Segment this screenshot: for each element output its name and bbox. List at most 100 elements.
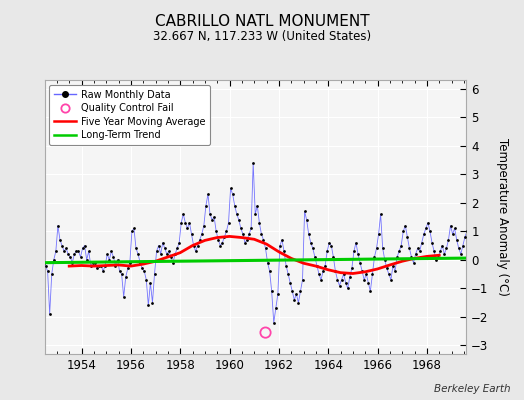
Point — [144, 302, 152, 309]
Point — [401, 222, 409, 229]
Point — [335, 282, 344, 289]
Point — [323, 248, 331, 254]
Point — [385, 271, 393, 277]
Point — [228, 191, 237, 197]
Point — [255, 220, 264, 226]
Point — [212, 228, 221, 234]
Point — [103, 251, 112, 257]
Point — [89, 260, 97, 266]
Point — [162, 251, 171, 257]
Point — [134, 251, 143, 257]
Point — [266, 268, 274, 274]
Point — [60, 248, 68, 254]
Point — [463, 228, 471, 234]
Point — [424, 220, 432, 226]
Point — [202, 202, 210, 209]
Point — [422, 225, 430, 232]
Point — [352, 240, 360, 246]
Point — [233, 211, 241, 217]
Text: Berkeley Earth: Berkeley Earth — [434, 384, 511, 394]
Point — [105, 257, 114, 263]
Point — [331, 268, 340, 274]
Point — [169, 260, 177, 266]
Point — [177, 220, 185, 226]
Point — [222, 228, 231, 234]
Point — [206, 211, 214, 217]
Point — [31, 240, 39, 246]
Point — [185, 220, 194, 226]
Point — [204, 191, 212, 197]
Point — [271, 305, 280, 312]
Point — [269, 320, 278, 326]
Point — [304, 231, 313, 237]
Point — [167, 254, 175, 260]
Point — [74, 248, 83, 254]
Point — [218, 240, 226, 246]
Point — [344, 285, 352, 292]
Point — [416, 248, 424, 254]
Point — [226, 185, 235, 192]
Point — [397, 242, 406, 249]
Point — [68, 260, 77, 266]
Point — [307, 240, 315, 246]
Point — [325, 240, 333, 246]
Point — [378, 245, 387, 252]
Point — [276, 242, 284, 249]
Point — [294, 300, 303, 306]
Point — [368, 271, 377, 277]
Point — [380, 257, 389, 263]
Point — [214, 237, 223, 243]
Point — [313, 262, 321, 269]
Point — [436, 248, 444, 254]
Point — [72, 248, 81, 254]
Point — [70, 251, 79, 257]
Point — [387, 276, 395, 283]
Point — [261, 245, 270, 252]
Point — [235, 217, 243, 223]
Point — [84, 248, 93, 254]
Point — [187, 231, 195, 237]
Point — [175, 240, 183, 246]
Point — [146, 280, 155, 286]
Point — [282, 262, 290, 269]
Point — [140, 268, 148, 274]
Point — [239, 231, 247, 237]
Point — [113, 257, 122, 263]
Point — [264, 260, 272, 266]
Point — [333, 276, 342, 283]
Point — [319, 268, 328, 274]
Point — [122, 274, 130, 280]
Text: CABRILLO NATL MONUMENT: CABRILLO NATL MONUMENT — [155, 14, 369, 29]
Point — [451, 225, 459, 232]
Point — [159, 240, 167, 246]
Point — [302, 217, 311, 223]
Point — [56, 237, 64, 243]
Point — [138, 265, 146, 272]
Point — [290, 296, 299, 303]
Point — [350, 248, 358, 254]
Point — [267, 288, 276, 294]
Point — [373, 245, 381, 252]
Point — [364, 280, 373, 286]
Point — [426, 228, 434, 234]
Point — [43, 268, 52, 274]
Point — [208, 217, 216, 223]
Point — [251, 211, 259, 217]
Text: 32.667 N, 117.233 W (United States): 32.667 N, 117.233 W (United States) — [153, 30, 371, 43]
Point — [278, 237, 286, 243]
Point — [391, 268, 399, 274]
Point — [300, 208, 309, 214]
Point — [434, 254, 442, 260]
Point — [399, 228, 408, 234]
Point — [77, 254, 85, 260]
Point — [86, 262, 95, 269]
Point — [444, 237, 453, 243]
Point — [461, 234, 469, 240]
Point — [91, 260, 99, 266]
Point — [321, 262, 329, 269]
Point — [64, 251, 72, 257]
Point — [29, 242, 37, 249]
Point — [418, 240, 426, 246]
Point — [395, 248, 403, 254]
Point — [329, 254, 337, 260]
